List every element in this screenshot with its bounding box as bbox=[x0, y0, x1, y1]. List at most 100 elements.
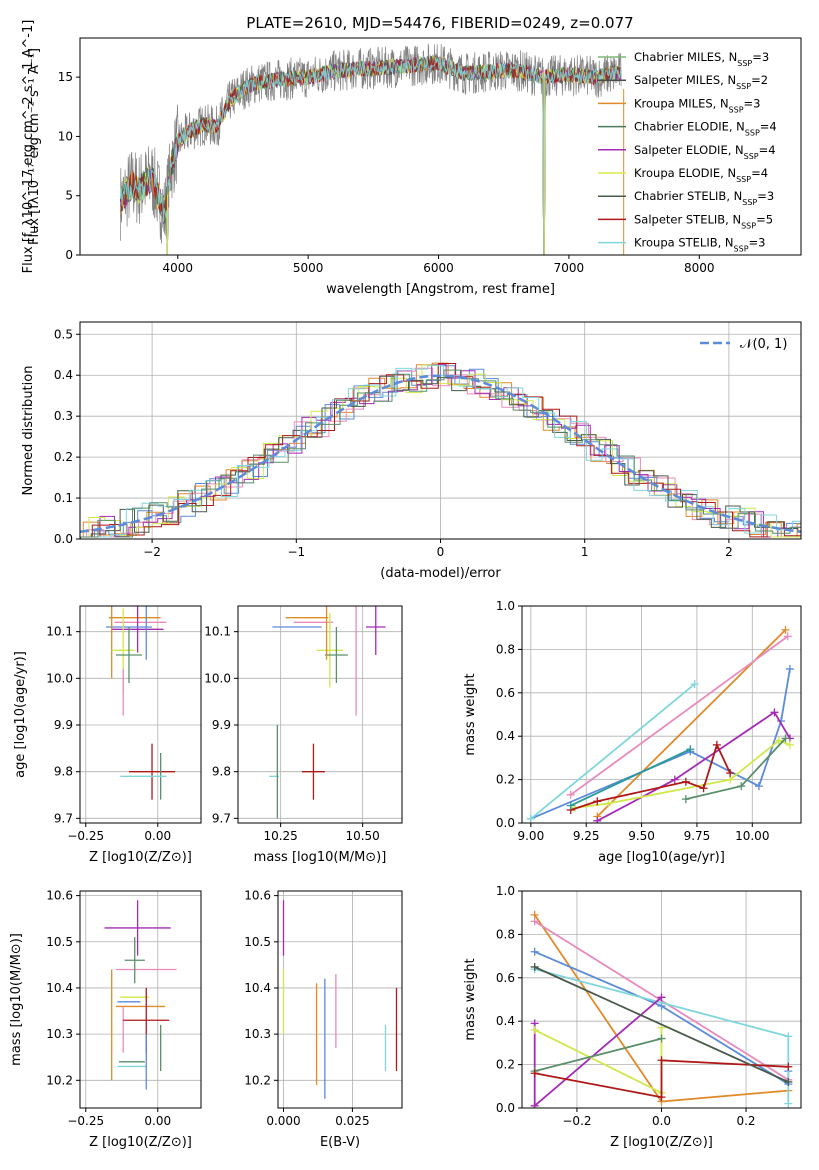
axes-frame bbox=[79, 37, 802, 256]
weight-marker bbox=[526, 814, 535, 823]
legend-label: Salpeter ELODIE, NSSP=4 bbox=[634, 143, 776, 161]
axes-frame bbox=[79, 890, 202, 1109]
y-tick-label: 9.9 bbox=[54, 718, 73, 732]
y-tick-label: 0.2 bbox=[54, 450, 73, 464]
y-axis-label: Flux [f_λ10^-17 erg cm^-2 s^-1 A^-1] bbox=[21, 20, 36, 274]
y-tick-label: 0.6 bbox=[496, 971, 515, 985]
y-tick-label: 9.9 bbox=[212, 718, 231, 732]
y-tick-label: 0.2 bbox=[496, 773, 515, 787]
x-tick-label: −1 bbox=[287, 545, 305, 559]
x-tick-label: 10.00 bbox=[735, 829, 769, 843]
weight-marker bbox=[712, 740, 721, 749]
histogram-step bbox=[80, 365, 801, 538]
weight-marker bbox=[657, 1093, 666, 1102]
y-tick-label: 0.0 bbox=[496, 816, 515, 830]
axes-age-vs-Z: −0.25 0.00 9.7 9.8 9.9 10.0 10.1 Z [log10(Z/Z⊙)… bbox=[13, 605, 202, 865]
x-tick-label: −0.2 bbox=[562, 1114, 591, 1128]
x-tick-label: 0.2 bbox=[736, 1114, 755, 1128]
legend-label: Salpeter MILES, NSSP=2 bbox=[634, 73, 768, 91]
axes-spectrum: 4000 5000 6000 7000 8000 0 5 10 15 wavelength [An… bbox=[21, 20, 802, 297]
y-tick-label: 0.3 bbox=[54, 409, 73, 423]
y-axis-label: mass [log10(M/M⊙)] bbox=[9, 933, 24, 1066]
x-axis-label: (data-model)/error bbox=[380, 566, 501, 581]
x-tick-label: 2 bbox=[725, 545, 733, 559]
x-axis-label: mass [log10(M/M⊙)] bbox=[254, 850, 387, 865]
x-tick-label: 0 bbox=[437, 545, 445, 559]
legend-label: Chabrier ELODIE, NSSP=4 bbox=[634, 120, 777, 138]
y-axis-label: Normed distribution bbox=[21, 366, 36, 496]
y-tick-label: 5 bbox=[65, 189, 73, 203]
normal-curve bbox=[80, 374, 801, 534]
weight-marker bbox=[657, 1034, 666, 1043]
y-axis-label: mass weight bbox=[463, 673, 478, 755]
plot-area bbox=[119, 43, 625, 255]
histogram-step bbox=[80, 362, 801, 538]
y-tick-label: 10.1 bbox=[204, 625, 231, 639]
x-tick-label: 7000 bbox=[554, 261, 585, 275]
y-tick-label: 10 bbox=[58, 129, 73, 143]
x-tick-label: 0.00 bbox=[144, 829, 171, 843]
weight-marker bbox=[784, 1077, 793, 1086]
y-tick-label: 10.2 bbox=[244, 1073, 271, 1087]
x-tick-label: 4000 bbox=[163, 261, 194, 275]
x-axis-label: wavelength [Angstrom, rest frame] bbox=[326, 282, 555, 297]
y-tick-label: 10.4 bbox=[46, 981, 73, 995]
x-tick-label: −0.25 bbox=[67, 1114, 104, 1128]
spectrum-model-line bbox=[119, 55, 622, 255]
y-tick-label: 0.8 bbox=[496, 927, 515, 941]
x-tick-label: 9.25 bbox=[573, 829, 600, 843]
x-tick-label: 0.00 bbox=[144, 1114, 171, 1128]
x-tick-label: 9.50 bbox=[628, 829, 655, 843]
weight-marker bbox=[686, 745, 695, 754]
legend-label: Salpeter STELIB, NSSP=5 bbox=[634, 212, 773, 230]
y-tick-label: 0.8 bbox=[496, 642, 515, 656]
x-axis-label: Z [log10(Z/Z⊙)] bbox=[610, 1135, 713, 1150]
y-tick-label: 0.0 bbox=[496, 1101, 515, 1115]
axes-weight-vs-Z: −0.2 0.0 0.2 0.0 0.2 0.4 0.6 0.8 1.0 Z [log10(Z/Z… bbox=[463, 884, 802, 1150]
plot-area bbox=[269, 606, 386, 819]
weight-marker bbox=[681, 777, 690, 786]
weight-marker bbox=[737, 782, 746, 791]
spectrum-data-line bbox=[120, 43, 622, 255]
x-axis-label: Z [log10(Z/Z⊙)] bbox=[89, 850, 192, 865]
y-axis-label: Flux [fλ10⁻¹⁷ erg cm⁻² s⁻¹ A⁻¹] bbox=[27, 48, 42, 245]
weight-line bbox=[596, 711, 791, 822]
y-tick-label: 10.3 bbox=[46, 1027, 73, 1041]
weight-marker bbox=[726, 769, 735, 778]
y-tick-label: 9.7 bbox=[212, 811, 231, 825]
y-tick-label: 1.0 bbox=[496, 884, 515, 898]
legend-label: Kroupa MILES, NSSP=3 bbox=[634, 96, 760, 114]
x-tick-label: 9.75 bbox=[684, 829, 711, 843]
weight-marker bbox=[530, 1101, 539, 1108]
weight-marker bbox=[783, 632, 792, 641]
x-tick-label: 0.0 bbox=[652, 1114, 671, 1128]
x-tick-label: −2 bbox=[143, 545, 161, 559]
y-axis-label: age [log10(age/yr)] bbox=[13, 651, 28, 778]
weight-marker bbox=[604, 799, 613, 808]
weight-marker bbox=[530, 917, 539, 926]
x-tick-label: 1 bbox=[581, 545, 589, 559]
y-tick-label: 9.7 bbox=[54, 811, 73, 825]
axes-frame bbox=[237, 605, 403, 824]
weight-marker bbox=[784, 1062, 793, 1071]
plot-area bbox=[105, 606, 176, 800]
y-tick-label: 10.5 bbox=[244, 935, 271, 949]
legend-label: 𝒩(0, 1) bbox=[740, 337, 787, 352]
x-axis-label: Z [log10(Z/Z⊙)] bbox=[89, 1135, 192, 1150]
plot-area bbox=[80, 362, 801, 539]
weight-line bbox=[570, 748, 691, 807]
plot-area bbox=[104, 900, 177, 1090]
weight-marker bbox=[785, 664, 794, 673]
x-tick-label: −0.25 bbox=[67, 829, 104, 843]
weight-marker bbox=[657, 1056, 666, 1065]
weight-marker bbox=[530, 962, 539, 971]
y-tick-label: 0.5 bbox=[54, 327, 73, 341]
y-tick-label: 0.0 bbox=[54, 532, 73, 546]
weight-line bbox=[534, 966, 789, 1083]
plot-area bbox=[282, 900, 398, 1099]
legend-label: Chabrier MILES, NSSP=3 bbox=[634, 50, 769, 68]
y-tick-label: 0.4 bbox=[496, 1014, 515, 1028]
weight-marker bbox=[784, 1032, 793, 1041]
weight-marker bbox=[593, 797, 602, 806]
